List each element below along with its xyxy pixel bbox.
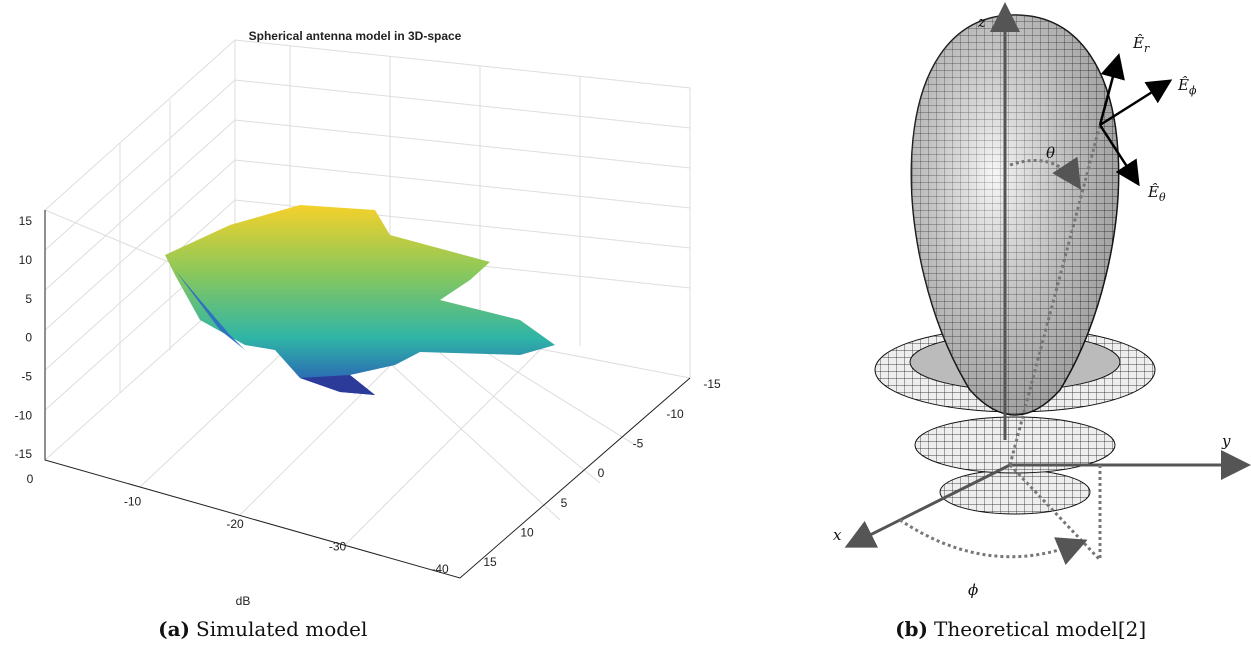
z-label: z [977,13,986,31]
z-tick-label: 5 [25,292,32,306]
ephi-arrow [1099,79,1173,127]
z-tick-label: -5 [21,370,32,384]
phi-arc [899,518,1088,566]
axis-box [44,210,691,579]
side-lobe [939,469,1091,515]
theta-label: θ [1046,144,1055,162]
z-tick-label: 15 [19,214,33,228]
caption-label: (b) [895,617,928,641]
z-tick-label: -15 [15,447,33,461]
z-tick-label: 0 [25,331,32,345]
y-tick-label: 10 [520,526,534,540]
surface [165,205,555,395]
field-label: Êr [1132,34,1150,55]
x-tick-label: 0 [27,472,34,486]
x-tick-label: -20 [226,517,244,531]
y-tick-label: -10 [666,407,684,421]
y-tick-label: 0 [598,466,605,480]
field-label: Êθ [1147,183,1166,204]
y-tick-label: -5 [633,437,644,451]
x-tick-label: -40 [431,562,449,576]
y-tick-label: 5 [561,496,568,510]
y-tick-label: 15 [483,555,497,569]
er-arrow [1098,53,1125,126]
x-tick-label: -10 [124,495,142,509]
plot-title: Spherical antenna model in 3D-space [249,29,462,43]
field-label: Êϕ [1177,76,1197,97]
z-tick-label: -10 [15,408,33,422]
surface-patch [165,205,555,395]
surface-patch [300,375,375,395]
panel-b: z y x θ ϕ Êr Êϕ Êθ (b) Theoretical model… [833,2,1251,641]
x-axis-label: dB [236,594,251,608]
x-label: x [833,526,842,544]
panel-a: Spherical antenna model in 3D-space 15 10… [15,29,721,641]
z-tick-label: 10 [19,253,33,267]
r-vector [1008,124,1102,466]
caption-label: (a) [158,617,190,641]
caption: Simulated model [196,617,367,641]
caption: Theoretical model[2] [934,617,1146,641]
x-axis [844,463,1011,548]
y-tick-label: -15 [703,377,721,391]
x-tick-label: -30 [329,540,347,554]
etheta-arrow [1098,124,1140,187]
phi-label: ϕ [968,581,978,599]
main-lobe-shade [911,15,1119,415]
y-label: y [1221,432,1231,450]
